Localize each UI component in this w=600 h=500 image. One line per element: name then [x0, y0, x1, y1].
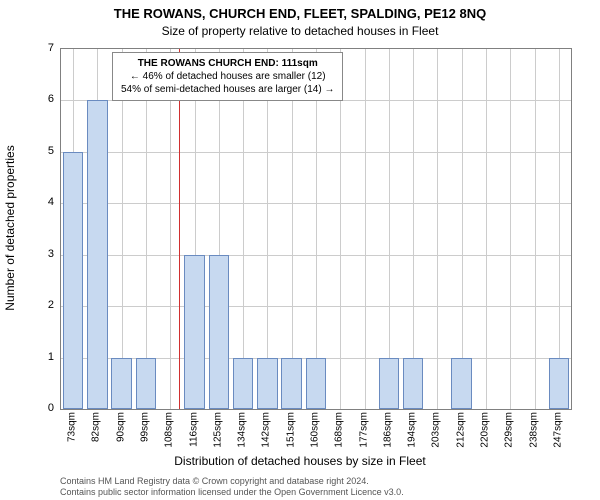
chart-title: THE ROWANS, CHURCH END, FLEET, SPALDING,… — [0, 6, 600, 21]
gridline-v — [292, 49, 293, 409]
gridline-v — [559, 49, 560, 409]
marker-line — [179, 49, 180, 409]
y-tick: 3 — [24, 248, 54, 260]
attribution-line1: Contains HM Land Registry data © Crown c… — [60, 476, 404, 487]
gridline-v — [267, 49, 268, 409]
x-tick: 134sqm — [237, 412, 248, 448]
gridline-v — [365, 49, 366, 409]
y-tick: 6 — [24, 93, 54, 105]
gridline-v — [389, 49, 390, 409]
gridline-v — [340, 49, 341, 409]
y-tick: 7 — [24, 42, 54, 54]
bar — [63, 152, 84, 409]
infobox-line2: ← 46% of detached houses are smaller (12… — [121, 70, 334, 83]
y-tick: 1 — [24, 351, 54, 363]
plot-area — [60, 48, 572, 410]
gridline-v — [170, 49, 171, 409]
bar — [281, 358, 302, 409]
x-tick: 229sqm — [504, 412, 515, 448]
x-tick: 168sqm — [334, 412, 345, 448]
gridline-v — [437, 49, 438, 409]
y-tick: 2 — [24, 299, 54, 311]
bar — [549, 358, 570, 409]
x-tick: 247sqm — [552, 412, 563, 448]
bar — [87, 100, 108, 409]
gridline-v — [510, 49, 511, 409]
bar — [451, 358, 472, 409]
x-axis-label: Distribution of detached houses by size … — [0, 454, 600, 468]
info-box: THE ROWANS CHURCH END: 111sqm ← 46% of d… — [112, 52, 343, 101]
bar — [111, 358, 132, 409]
gridline-v — [535, 49, 536, 409]
x-tick: 212sqm — [455, 412, 466, 448]
attribution-line2: Contains public sector information licen… — [60, 487, 404, 498]
x-tick: 82sqm — [91, 412, 102, 442]
bar — [209, 255, 230, 409]
attribution: Contains HM Land Registry data © Crown c… — [60, 476, 404, 498]
x-tick: 116sqm — [188, 412, 199, 447]
x-tick: 194sqm — [407, 412, 418, 448]
bar — [306, 358, 327, 409]
x-tick: 151sqm — [285, 412, 296, 448]
y-tick: 5 — [24, 145, 54, 157]
y-axis-label: Number of detached properties — [3, 145, 17, 310]
infobox-line3: 54% of semi-detached houses are larger (… — [121, 83, 334, 96]
x-tick: 99sqm — [140, 412, 151, 442]
x-tick: 220sqm — [480, 412, 491, 448]
x-tick: 73sqm — [67, 412, 78, 442]
x-tick: 203sqm — [431, 412, 442, 448]
x-tick: 177sqm — [358, 412, 369, 448]
gridline-v — [243, 49, 244, 409]
bar — [184, 255, 205, 409]
x-tick: 186sqm — [382, 412, 393, 448]
chart-subtitle: Size of property relative to detached ho… — [0, 24, 600, 38]
gridline-v — [316, 49, 317, 409]
bar — [136, 358, 157, 409]
bar — [257, 358, 278, 409]
x-tick: 160sqm — [310, 412, 321, 448]
infobox-line1: THE ROWANS CHURCH END: 111sqm — [121, 57, 334, 70]
bar — [379, 358, 400, 409]
x-tick: 142sqm — [261, 412, 272, 448]
x-tick: 125sqm — [212, 412, 223, 448]
y-tick: 0 — [24, 402, 54, 414]
gridline-v — [122, 49, 123, 409]
y-tick: 4 — [24, 196, 54, 208]
bar — [233, 358, 254, 409]
x-tick: 238sqm — [528, 412, 539, 448]
gridline-v — [413, 49, 414, 409]
gridline-v — [146, 49, 147, 409]
x-tick: 108sqm — [164, 412, 175, 448]
bar — [403, 358, 424, 409]
gridline-v — [486, 49, 487, 409]
x-tick: 90sqm — [115, 412, 126, 442]
gridline-v — [462, 49, 463, 409]
